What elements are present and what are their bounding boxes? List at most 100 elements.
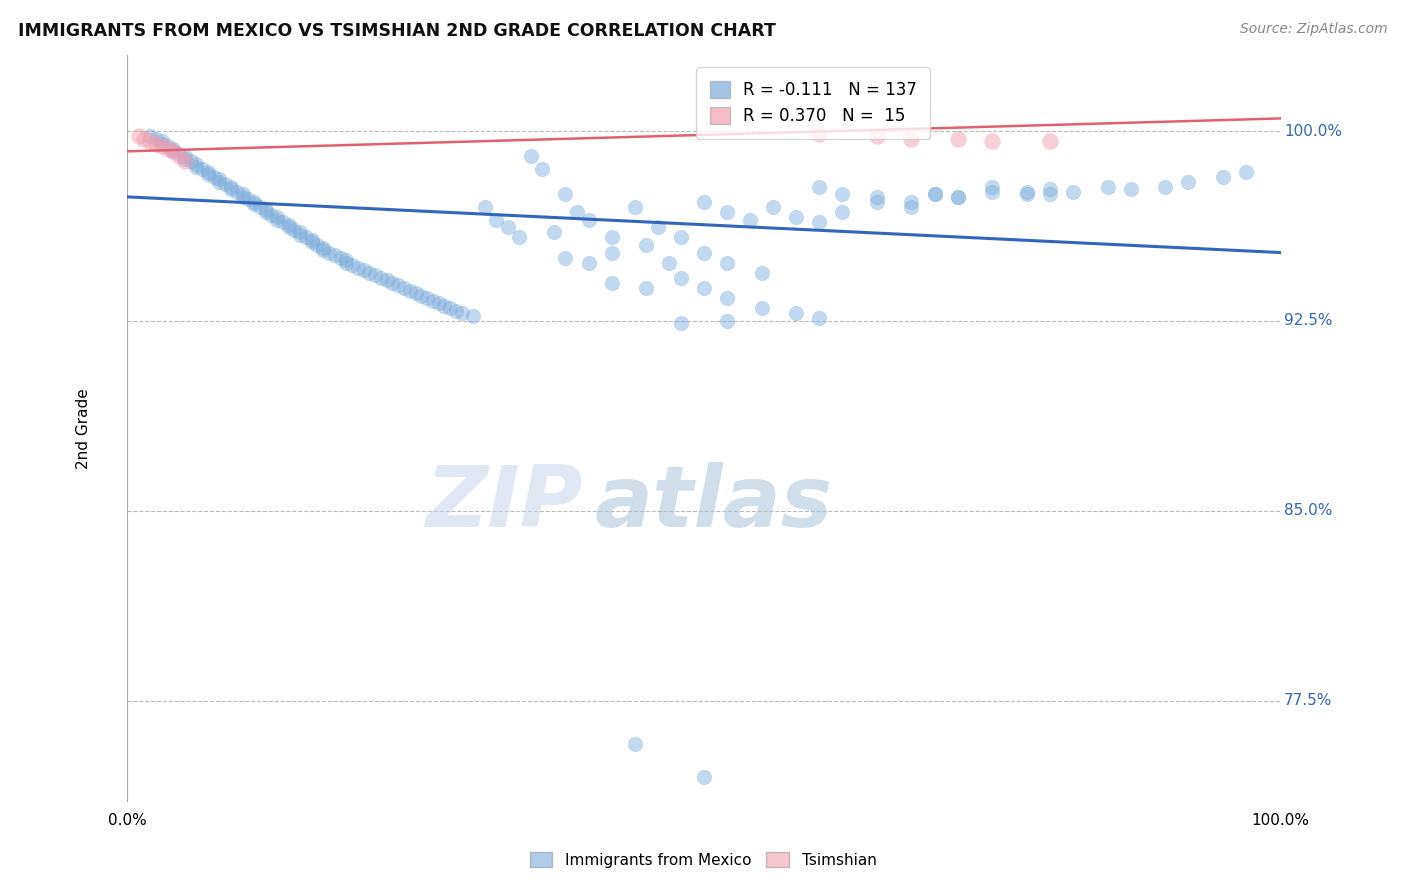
Point	[231, 187, 253, 202]
Point	[167, 146, 190, 161]
Point	[359, 266, 381, 280]
Point	[1015, 187, 1038, 202]
Point	[150, 139, 173, 153]
Point	[1234, 164, 1257, 178]
Point	[669, 271, 692, 285]
Point	[225, 185, 247, 199]
Point	[866, 129, 889, 144]
Point	[463, 309, 485, 323]
Point	[186, 160, 208, 174]
Point	[738, 212, 761, 227]
Point	[277, 218, 299, 232]
Point	[600, 245, 623, 260]
Point	[808, 311, 831, 326]
Point	[156, 142, 179, 156]
Text: ZIP: ZIP	[425, 462, 582, 545]
Point	[444, 303, 467, 318]
Point	[751, 266, 773, 280]
Point	[1039, 182, 1062, 196]
Text: atlas: atlas	[595, 462, 832, 545]
Point	[433, 299, 456, 313]
Point	[658, 256, 681, 270]
Point	[808, 127, 831, 141]
Point	[128, 129, 150, 144]
Point	[785, 306, 807, 320]
Point	[520, 149, 543, 163]
Point	[474, 200, 496, 214]
Point	[231, 190, 253, 204]
Point	[335, 253, 357, 268]
Point	[392, 281, 415, 295]
Point	[375, 273, 398, 287]
Point	[693, 281, 716, 295]
Point	[808, 215, 831, 229]
Point	[716, 291, 738, 305]
Point	[924, 187, 946, 202]
Point	[370, 271, 392, 285]
Point	[162, 145, 184, 159]
Point	[323, 248, 346, 262]
Point	[578, 212, 600, 227]
Point	[295, 230, 318, 244]
Point	[508, 230, 530, 244]
Point	[946, 190, 969, 204]
Point	[353, 263, 375, 277]
Point	[693, 770, 716, 784]
Point	[623, 200, 645, 214]
Point	[162, 142, 184, 156]
Text: IMMIGRANTS FROM MEXICO VS TSIMSHIAN 2ND GRADE CORRELATION CHART: IMMIGRANTS FROM MEXICO VS TSIMSHIAN 2ND …	[18, 22, 776, 40]
Point	[312, 243, 335, 257]
Point	[1015, 185, 1038, 199]
Point	[173, 149, 195, 163]
Point	[716, 314, 738, 328]
Point	[411, 288, 433, 302]
Point	[145, 136, 167, 151]
Point	[981, 134, 1004, 148]
Point	[191, 162, 214, 177]
Text: 85.0%: 85.0%	[1284, 503, 1333, 518]
Point	[485, 212, 508, 227]
Point	[318, 245, 340, 260]
Point	[173, 152, 195, 166]
Text: 77.5%: 77.5%	[1284, 693, 1333, 708]
Point	[554, 251, 576, 265]
Point	[208, 175, 231, 189]
Point	[208, 172, 231, 186]
Point	[623, 737, 645, 751]
Point	[254, 205, 277, 219]
Point	[716, 256, 738, 270]
Point	[785, 210, 807, 224]
Point	[150, 136, 173, 151]
Point	[197, 164, 219, 178]
Point	[693, 245, 716, 260]
Point	[531, 162, 554, 177]
Legend: Immigrants from Mexico, Tsimshian: Immigrants from Mexico, Tsimshian	[523, 846, 883, 873]
Text: Source: ZipAtlas.com: Source: ZipAtlas.com	[1240, 22, 1388, 37]
Point	[364, 268, 387, 283]
Point	[1039, 134, 1062, 148]
Point	[669, 317, 692, 331]
Point	[924, 187, 946, 202]
Point	[762, 200, 785, 214]
Point	[162, 145, 184, 159]
Point	[301, 235, 323, 250]
Point	[254, 202, 277, 217]
Point	[900, 131, 922, 145]
Point	[669, 230, 692, 244]
Point	[156, 139, 179, 153]
Point	[186, 157, 208, 171]
Point	[197, 167, 219, 181]
Point	[139, 134, 162, 148]
Point	[831, 187, 853, 202]
Point	[1119, 182, 1142, 196]
Point	[831, 205, 853, 219]
Point	[145, 131, 167, 145]
Point	[578, 256, 600, 270]
Point	[693, 194, 716, 209]
Point	[202, 169, 225, 184]
Point	[1097, 179, 1119, 194]
Point	[1154, 179, 1177, 194]
Point	[312, 240, 335, 254]
Point	[243, 197, 266, 211]
Point	[981, 179, 1004, 194]
